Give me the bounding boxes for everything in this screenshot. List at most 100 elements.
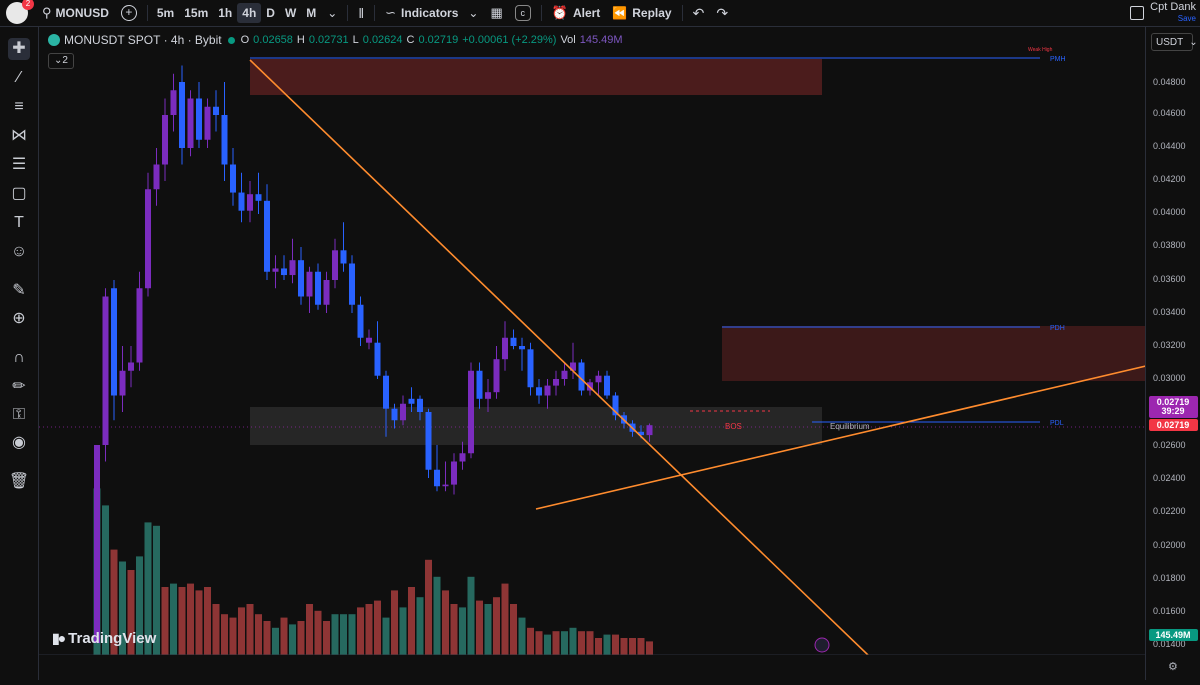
- candle-body: [247, 194, 253, 211]
- chart-type-button[interactable]: ‖: [352, 0, 370, 26]
- volume-bar: [331, 614, 339, 655]
- equilibrium-label: Equilibrium: [830, 422, 870, 431]
- gear-icon[interactable]: ⚙: [1168, 661, 1178, 673]
- price-tick-label: 0.04000: [1153, 207, 1186, 217]
- low-label: L: [352, 34, 359, 46]
- price-tick-label: 0.03200: [1153, 340, 1186, 350]
- candle-body: [315, 271, 321, 305]
- last-price-badge-text: 39:29: [1161, 406, 1184, 416]
- candle-body: [162, 115, 168, 165]
- price-tick-label: 0.04800: [1153, 77, 1186, 87]
- candle-body: [536, 387, 542, 396]
- alarm-clock-icon: ⏰: [551, 5, 568, 20]
- ascending-trendline: [535, 365, 1145, 510]
- zoom-icon[interactable]: ⊕: [12, 310, 26, 327]
- candle-body: [289, 260, 296, 276]
- volume-bar: [595, 638, 602, 655]
- timeframe-4h[interactable]: 4h: [237, 3, 262, 23]
- volume-bar: [544, 634, 551, 655]
- volume-bar: [340, 614, 347, 655]
- candle-body: [366, 337, 372, 343]
- legend-collapse-button[interactable]: ⌄2: [48, 53, 74, 69]
- timeframe-5m[interactable]: 5m: [156, 6, 175, 20]
- lock-icon[interactable]: ⚿: [12, 406, 26, 423]
- redo-icon: ↷: [716, 4, 729, 21]
- symbol-search[interactable]: ⚲ MONUSD: [36, 0, 115, 26]
- indicators-button[interactable]: ∽ Indicators ⌄: [379, 0, 484, 26]
- candle-body: [238, 192, 245, 211]
- layouts-button[interactable]: ▦: [484, 0, 508, 26]
- drawing-toolbar: ✚ ∕ ≡ ⋈ ☰ ▢ T ☺ ✎ ⊕ ∩ ✏ ⚿ ◉ 🗑: [0, 27, 39, 680]
- timeframe-15m[interactable]: 15m: [184, 6, 209, 20]
- volume-bar: [416, 597, 424, 655]
- price-axis[interactable]: 0.04800 0.04600 0.04400 0.04200 0.04000 0.038…: [1145, 27, 1200, 680]
- currency-select[interactable]: USDT ⌄: [1151, 33, 1198, 51]
- timeframe-d[interactable]: D: [266, 6, 275, 20]
- low-value: 0.02624: [362, 34, 403, 46]
- timeframe-w[interactable]: W: [284, 6, 297, 20]
- price-tick-label: 0.02400: [1153, 473, 1186, 483]
- candle-body: [493, 359, 500, 393]
- volume-bar: [501, 583, 509, 655]
- timeframe-dropdown[interactable]: ⌄: [321, 0, 343, 26]
- volume-bar: [637, 638, 645, 655]
- fib-icon[interactable]: ☰: [11, 156, 27, 173]
- candle-body: [510, 337, 517, 346]
- alert-button[interactable]: ⏰ Alert: [546, 0, 607, 26]
- script-icon: c: [514, 5, 531, 21]
- weak-high-label: Weak High: [1028, 47, 1053, 53]
- ruler-icon[interactable]: ✎: [12, 282, 26, 299]
- price-tick-label: 0.01600: [1153, 606, 1186, 616]
- timeframe-1h[interactable]: 1h: [218, 6, 233, 20]
- candle-body: [255, 194, 262, 201]
- volume-bar: [348, 614, 356, 655]
- candle-body: [400, 403, 406, 421]
- candle-body: [187, 98, 194, 148]
- horizontal-lines-icon[interactable]: ≡: [14, 98, 24, 115]
- candle-body: [306, 271, 313, 297]
- divider: [374, 5, 376, 21]
- close-price-badge: [1149, 419, 1198, 431]
- shape-icon[interactable]: ▢: [11, 185, 27, 202]
- candles-icon: ‖: [358, 5, 365, 21]
- text-icon[interactable]: T: [14, 214, 24, 231]
- trend-line-icon[interactable]: ∕: [17, 69, 21, 86]
- candle-body: [332, 250, 338, 280]
- price-tick-label: 0.02600: [1153, 440, 1186, 450]
- volume-bar: [187, 583, 194, 655]
- volume-bar: [442, 590, 449, 655]
- eye-icon[interactable]: ◉: [12, 434, 26, 451]
- trash-icon[interactable]: 🗑: [8, 473, 30, 490]
- compare-symbol-button[interactable]: +: [115, 0, 143, 26]
- candle-body: [153, 164, 160, 190]
- pitchfork-icon[interactable]: ⋈: [11, 127, 27, 144]
- volume-bar: [459, 607, 466, 655]
- notification-badge: 2: [22, 0, 34, 10]
- timeframe-m[interactable]: M: [306, 6, 317, 20]
- undo-button[interactable]: ↶: [687, 0, 711, 26]
- pencil-lock-icon[interactable]: ✏: [12, 378, 26, 395]
- change-value: +0.00061 (+2.29%): [462, 34, 557, 46]
- price-tick-label: 0.02200: [1153, 506, 1186, 516]
- replay-button[interactable]: ⏪ Replay: [606, 0, 677, 26]
- grid-icon: ▦: [490, 5, 503, 20]
- fullscreen-button[interactable]: [1124, 0, 1150, 26]
- close-label: C: [406, 34, 415, 46]
- user-name: Cpt Dank: [1150, 1, 1196, 13]
- scripts-button[interactable]: c: [509, 0, 537, 26]
- crosshair-icon[interactable]: ✚: [8, 38, 30, 60]
- volume-bar: [365, 604, 373, 655]
- currency-label: USDT: [1156, 37, 1184, 48]
- volume-bar: [527, 627, 534, 655]
- candle-body: [119, 370, 126, 396]
- emoji-icon[interactable]: ☺: [10, 243, 28, 260]
- magnet-icon[interactable]: ∩: [13, 349, 25, 366]
- volume-bar: [357, 607, 364, 655]
- user-menu[interactable]: Cpt Dank Save: [1150, 2, 1196, 24]
- last-price-badge-text: 0.02719: [1157, 397, 1190, 407]
- candle-body: [349, 263, 355, 305]
- volume-bar: [476, 600, 483, 655]
- redo-button[interactable]: ↷: [710, 0, 734, 26]
- user-avatar[interactable]: 2: [6, 0, 34, 24]
